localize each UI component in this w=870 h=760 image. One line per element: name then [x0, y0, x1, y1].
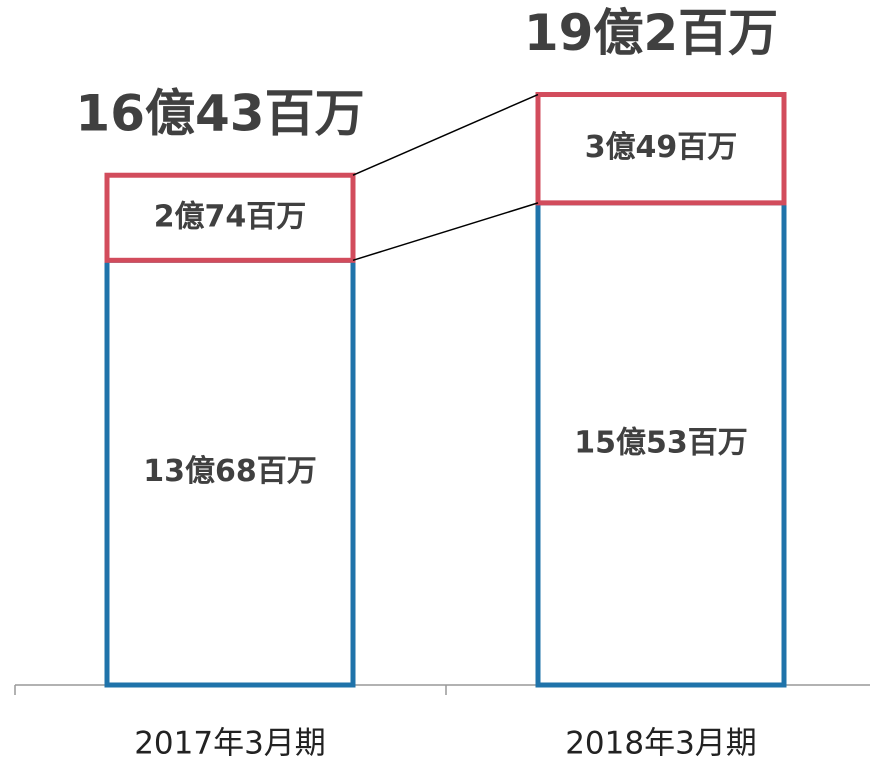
total-label: 19億2百万: [524, 4, 778, 62]
connector: [352, 202, 539, 262]
bar-segment: [104, 172, 356, 263]
segment-label: 13億68百万: [143, 454, 317, 489]
total-label: 16億43百万: [75, 84, 364, 142]
segment-label: 3億49百万: [585, 130, 738, 165]
x-tick-label: 2018年3月期: [565, 726, 757, 760]
segment-label: 2億74百万: [154, 199, 307, 234]
bar-segment: [535, 92, 787, 206]
bar-segment: [535, 200, 787, 688]
x-tick-label: 2017年3月期: [134, 726, 326, 760]
segment-label: 15億53百万: [574, 425, 748, 460]
bar-segment: [104, 257, 356, 688]
connector: [352, 93, 539, 176]
